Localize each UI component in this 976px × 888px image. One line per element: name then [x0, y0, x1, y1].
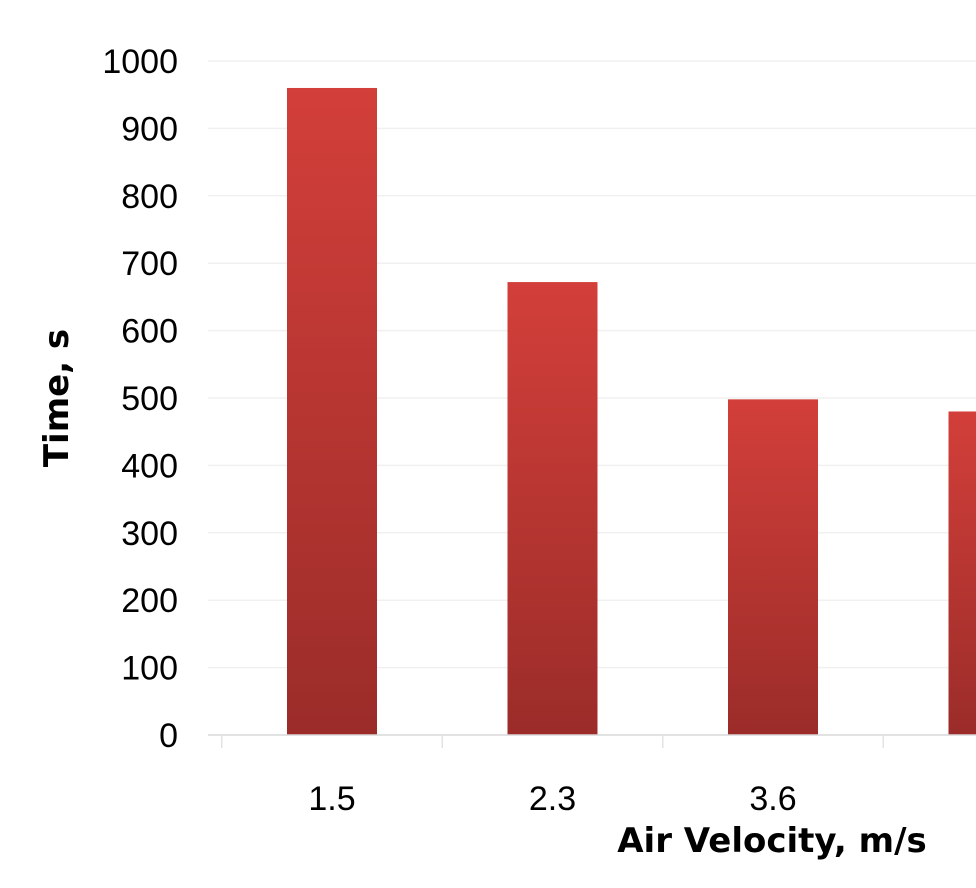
x-tick-label: 2.3: [529, 780, 576, 818]
x-tick-label: 1.5: [308, 780, 355, 818]
tick-labels: 0 100 200 300 400 500 600 700 800 900 1000 1.5 2.3 3.…: [102, 43, 796, 818]
bar: [287, 87, 377, 735]
bar: [948, 411, 976, 735]
y-tick-label: 700: [121, 245, 178, 283]
axes: [208, 734, 976, 748]
bar: [507, 282, 598, 735]
x-tick-label: 3.6: [749, 780, 796, 818]
y-tick-label: 800: [121, 178, 178, 216]
y-axis-title: Time, s: [37, 329, 77, 467]
y-tick-label: 600: [121, 313, 178, 351]
bars: [287, 87, 976, 735]
y-tick-label: 900: [121, 110, 178, 148]
bar: [728, 399, 818, 735]
y-tick-label: 400: [121, 447, 178, 485]
x-axis-title: Air Velocity, m/s: [617, 821, 927, 861]
y-tick-label: 1000: [102, 43, 178, 81]
y-tick-label: 0: [159, 717, 178, 755]
y-tick-label: 300: [121, 515, 178, 553]
y-tick-label: 100: [121, 650, 178, 688]
y-tick-label: 200: [121, 582, 178, 620]
y-tick-label: 500: [121, 380, 178, 418]
